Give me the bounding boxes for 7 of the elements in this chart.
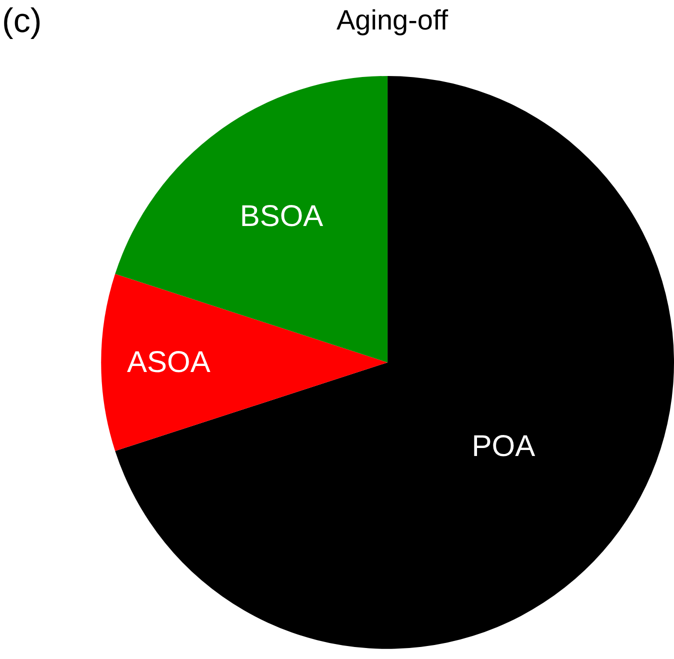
chart-title: Aging-off (336, 4, 448, 36)
slice-label: BSOA (240, 200, 324, 233)
pie-slice (115, 76, 674, 649)
text: (c) (2, 2, 42, 40)
slice-label: POA (472, 430, 536, 464)
pie-slice (102, 274, 388, 451)
slice-label: ASOA (127, 346, 210, 379)
